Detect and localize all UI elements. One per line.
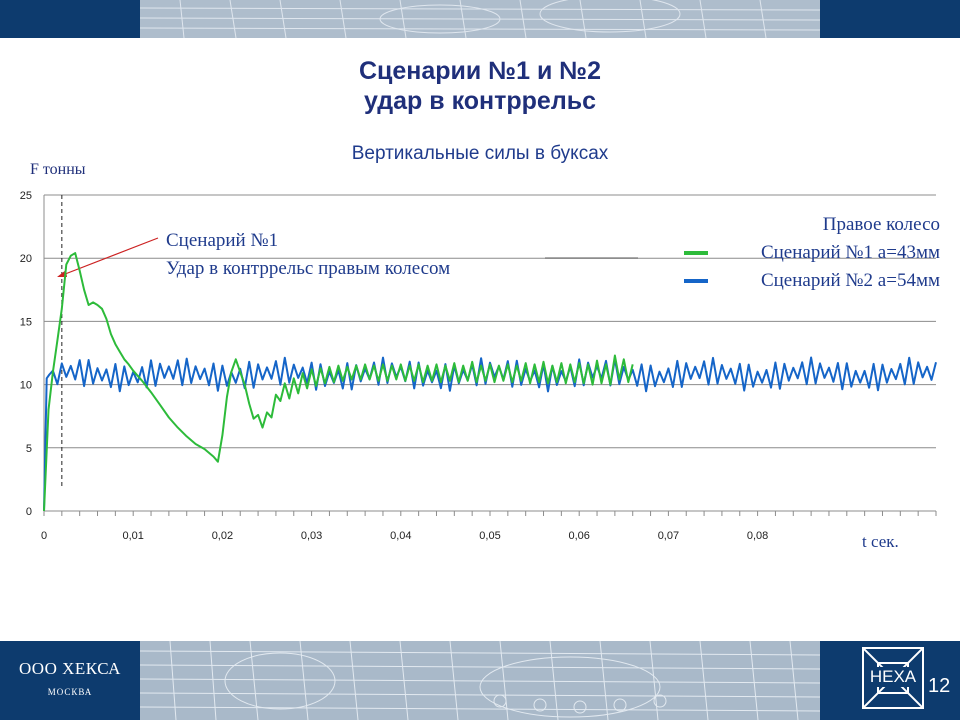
y-tick-label: 25: [20, 190, 32, 202]
x-tick-label: 0,04: [390, 530, 411, 542]
top-banner: [0, 0, 960, 38]
y-tick-label: 5: [26, 443, 32, 455]
x-tick-label: 0,02: [212, 530, 233, 542]
x-tick-label: 0,01: [122, 530, 143, 542]
logo-text: HEXA: [864, 667, 922, 687]
slide-title: Сценарии №1 и №2 удар в контррельс: [0, 56, 960, 116]
hexa-logo: HEXA: [862, 647, 924, 709]
y-axis-label: F тонны: [30, 161, 86, 178]
mesh-decoration-bottom: [140, 641, 820, 720]
page-number: 12: [928, 675, 951, 697]
x-tick-label: 0,08: [747, 530, 768, 542]
annotation-line1: Сценарий №1: [166, 230, 278, 251]
legend-label: Сценарий №2 a=54мм: [761, 270, 940, 291]
x-tick-label: 0,07: [658, 530, 679, 542]
annotation-line2: Удар в контррельс правым колесом: [166, 258, 450, 279]
legend-title: Правое колесо: [823, 214, 940, 235]
company-city: МОСКВА: [47, 687, 93, 697]
x-tick-label: 0,05: [479, 530, 500, 542]
y-tick-label: 15: [20, 316, 32, 328]
line-chart: 0 5 10 15 20 25 0 0,01 0,02 0,03 0,04 0,05 0,06 0,07 0…: [20, 161, 940, 551]
company-name: ООО ХЕКСА: [19, 659, 121, 678]
y-tick-label: 20: [20, 253, 32, 265]
legend-label: Сценарий №1 a=43мм: [761, 242, 940, 263]
x-axis-label: t сек.: [862, 532, 899, 551]
series-line-scenario-2: [43, 356, 937, 512]
chart-title: Вертикальные силы в буксах: [351, 143, 609, 164]
x-tick-label: 0,06: [568, 530, 589, 542]
y-tick-label: 0: [26, 506, 32, 518]
mesh-decoration-top: [140, 0, 820, 38]
series-line-scenario-1: [43, 252, 634, 512]
bottom-banner: ООО ХЕКСА МОСКВА HEXA 12: [0, 641, 960, 720]
y-tick-label: 10: [20, 380, 32, 392]
annotation-arrow: [59, 237, 159, 277]
x-tick-label: 0,03: [301, 530, 322, 542]
slide-title-line1: Сценарии №1 и №2: [358, 57, 602, 85]
x-tick-label: 0: [41, 530, 47, 542]
slide-title-line2: удар в контррельс: [364, 87, 596, 115]
